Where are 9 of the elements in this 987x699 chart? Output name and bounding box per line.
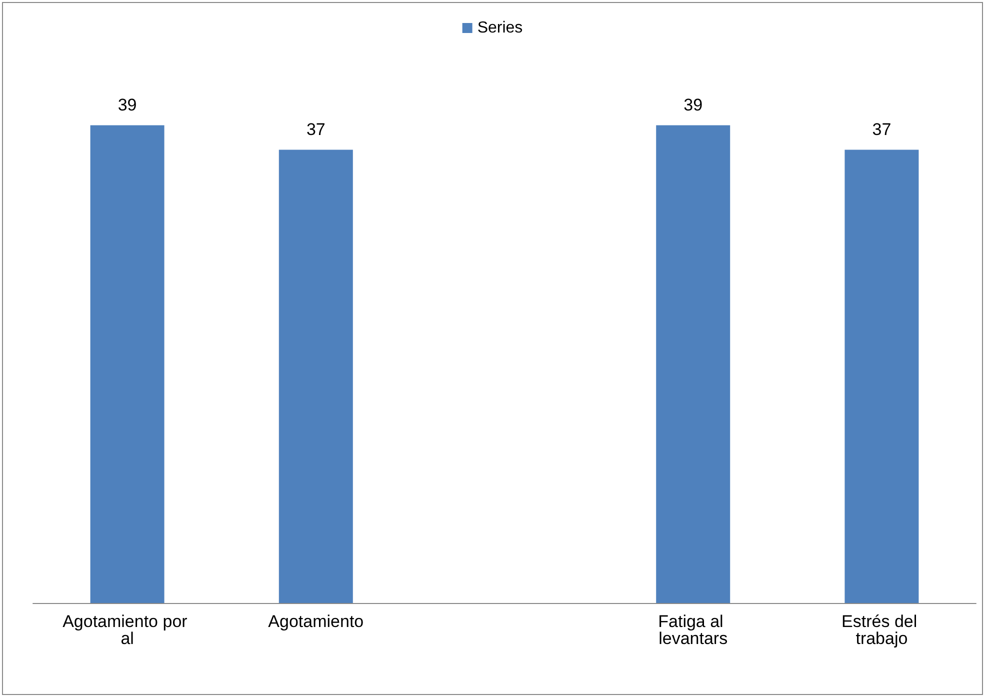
legend-label: Series [477, 20, 523, 36]
data-label: 39 [684, 95, 703, 114]
x-tick-label: Fatiga al levantars [658, 612, 728, 648]
data-label: 37 [872, 120, 892, 139]
x-tick-label: Agotamiento [268, 612, 364, 631]
data-label: 37 [306, 120, 326, 139]
x-tick-label: Agotamiento por al [62, 612, 192, 648]
data-label: 39 [118, 95, 137, 114]
x-tick-label: Estrés del trabajo [842, 612, 922, 648]
